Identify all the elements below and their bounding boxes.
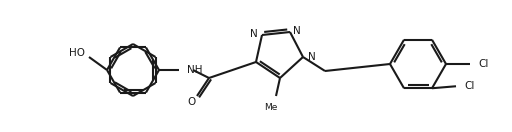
- Text: N: N: [293, 26, 301, 36]
- Text: HO: HO: [69, 48, 85, 58]
- Text: Cl: Cl: [478, 59, 488, 69]
- Text: Cl: Cl: [464, 81, 475, 91]
- Text: NH: NH: [187, 65, 203, 75]
- Text: O: O: [188, 97, 196, 107]
- Text: Me: Me: [264, 103, 278, 112]
- Text: N: N: [308, 52, 316, 62]
- Text: N: N: [250, 29, 258, 39]
